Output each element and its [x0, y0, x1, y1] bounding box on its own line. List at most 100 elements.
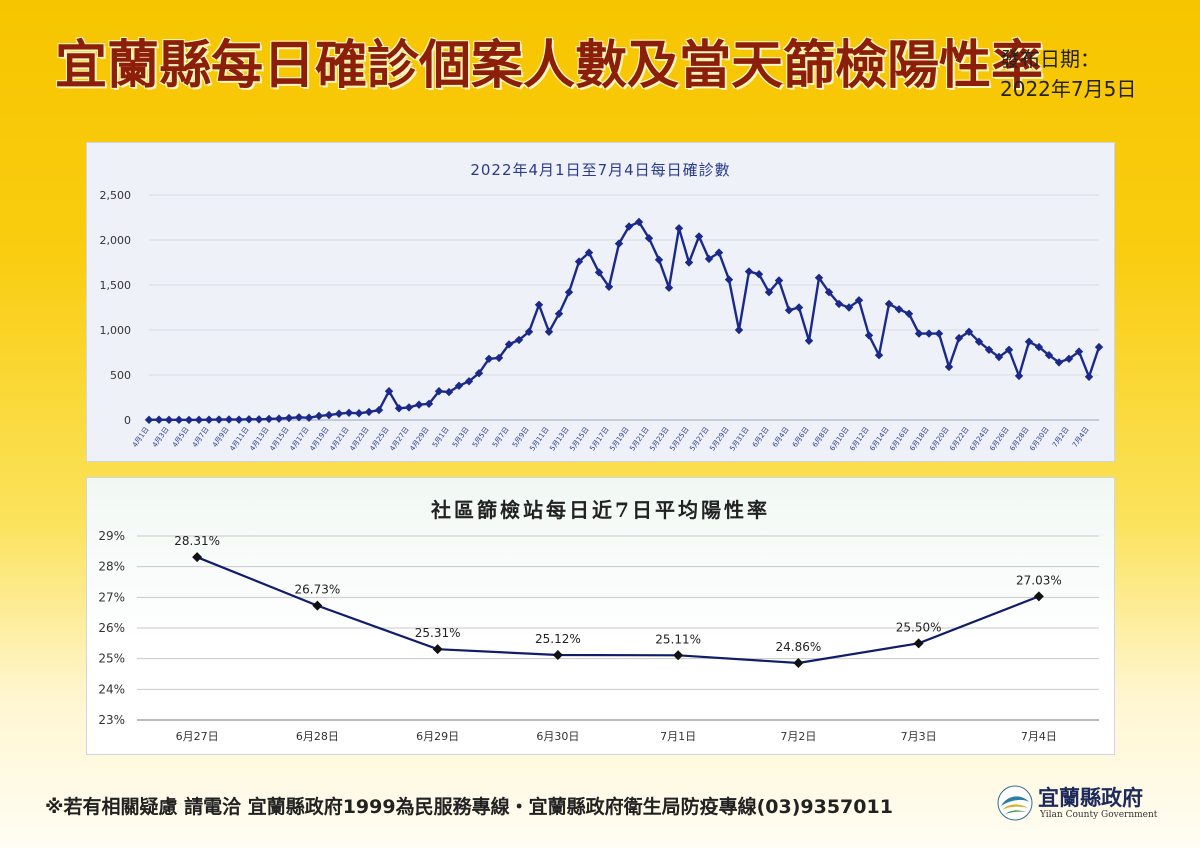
x-tick-label: 7月2日	[1051, 426, 1071, 449]
x-tick-label: 6月12日	[848, 426, 870, 453]
data-point	[824, 288, 834, 297]
data-point	[764, 288, 774, 297]
data-point	[194, 415, 204, 425]
x-tick-label: 5月23日	[648, 426, 670, 453]
data-point	[514, 335, 524, 345]
x-tick-label: 6月24日	[968, 426, 990, 453]
page-title: 宜蘭縣每日確診個案人數及當天篩檢陽性率	[55, 36, 1044, 96]
data-point	[354, 409, 364, 418]
data-point	[704, 254, 714, 264]
data-point	[144, 415, 154, 425]
x-tick-label: 6月22日	[948, 426, 970, 453]
x-tick-label: 6月27日	[176, 730, 219, 743]
data-label: 25.11%	[655, 632, 701, 646]
x-tick-label: 6月6日	[791, 426, 811, 449]
data-label: 25.31%	[415, 626, 461, 640]
data-point	[654, 255, 664, 264]
data-point	[784, 306, 794, 315]
data-point	[604, 282, 614, 291]
x-tick-label: 6月14日	[868, 426, 890, 453]
data-point	[984, 345, 994, 354]
x-tick-label: 7月3日	[901, 730, 937, 743]
data-point	[424, 399, 434, 408]
y-tick-label: 27%	[98, 590, 125, 604]
x-tick-label: 6月4日	[771, 426, 791, 449]
x-tick-label: 4月7日	[191, 426, 211, 449]
x-tick-label: 6月8日	[811, 426, 831, 449]
data-point	[1034, 342, 1044, 352]
data-point	[614, 239, 624, 248]
x-tick-label: 5月19日	[608, 426, 630, 453]
x-tick-label: 6月20日	[928, 426, 950, 453]
x-tick-label: 7月2日	[780, 730, 816, 743]
x-tick-label: 5月17日	[588, 426, 610, 453]
data-point	[204, 415, 214, 424]
data-point	[564, 288, 574, 297]
data-point	[954, 333, 964, 343]
y-tick-label: 29%	[98, 529, 125, 543]
data-point	[444, 387, 454, 397]
data-point	[754, 270, 764, 279]
data-point	[584, 248, 594, 257]
data-point	[1024, 337, 1034, 346]
data-point	[664, 283, 674, 292]
data-point	[414, 400, 424, 409]
data-point	[924, 329, 934, 338]
x-tick-label: 5月7日	[491, 426, 511, 449]
x-tick-label: 6月30日	[536, 730, 579, 743]
x-tick-label: 5月13日	[548, 426, 570, 453]
x-tick-label: 6月30日	[1028, 426, 1050, 453]
y-tick-label: 2,000	[100, 234, 132, 247]
data-point	[244, 415, 254, 424]
publish-label: 發布日期：	[1000, 47, 1100, 71]
data-point	[1004, 345, 1014, 354]
data-point	[234, 415, 244, 424]
data-point	[684, 258, 694, 267]
data-point	[154, 415, 164, 424]
x-tick-label: 4月21日	[328, 426, 350, 453]
data-point	[1033, 591, 1044, 602]
x-tick-label: 4月13日	[248, 426, 270, 453]
x-tick-label: 4月1日	[131, 426, 151, 449]
x-tick-label: 4月29日	[408, 426, 430, 453]
data-point	[404, 403, 414, 412]
data-point	[294, 413, 304, 422]
positivity-line	[196, 556, 1040, 665]
data-point	[1074, 347, 1084, 356]
data-point	[884, 299, 894, 309]
data-point	[674, 224, 684, 233]
x-tick-label: 6月28日	[296, 730, 339, 743]
data-point	[804, 336, 814, 345]
data-point	[224, 415, 234, 424]
data-point	[774, 276, 784, 285]
x-tick-label: 6月2日	[751, 426, 771, 449]
data-point	[474, 369, 484, 378]
data-point	[864, 331, 874, 340]
x-tick-label: 6月29日	[416, 730, 459, 743]
data-label: 27.03%	[1016, 573, 1062, 587]
y-tick-label: 26%	[98, 621, 125, 635]
x-tick-label: 6月16日	[888, 426, 910, 453]
x-tick-label: 7月1日	[660, 730, 696, 743]
publish-info: 發布日期： 2022年7月5日	[1000, 44, 1190, 104]
x-tick-label: 4月15日	[268, 426, 290, 453]
y-tick-label: 1,000	[100, 324, 132, 337]
data-point	[334, 409, 344, 418]
x-tick-label: 5月31日	[728, 426, 750, 453]
data-point	[934, 329, 944, 338]
data-point	[264, 414, 274, 424]
data-point	[312, 600, 323, 611]
yilan-government-logo: 宜蘭縣政府 Yilan County Government	[996, 782, 1186, 826]
data-point	[594, 268, 604, 277]
x-tick-label: 4月27日	[388, 426, 410, 453]
data-point	[624, 222, 634, 231]
data-point	[634, 217, 644, 227]
data-point	[794, 303, 804, 312]
data-point	[454, 381, 464, 390]
x-tick-label: 4月11日	[228, 426, 250, 453]
x-tick-label: 5月11日	[528, 426, 550, 453]
y-tick-label: 28%	[98, 560, 125, 574]
data-label: 25.12%	[535, 632, 581, 646]
data-point	[314, 411, 324, 421]
data-point	[174, 415, 184, 425]
